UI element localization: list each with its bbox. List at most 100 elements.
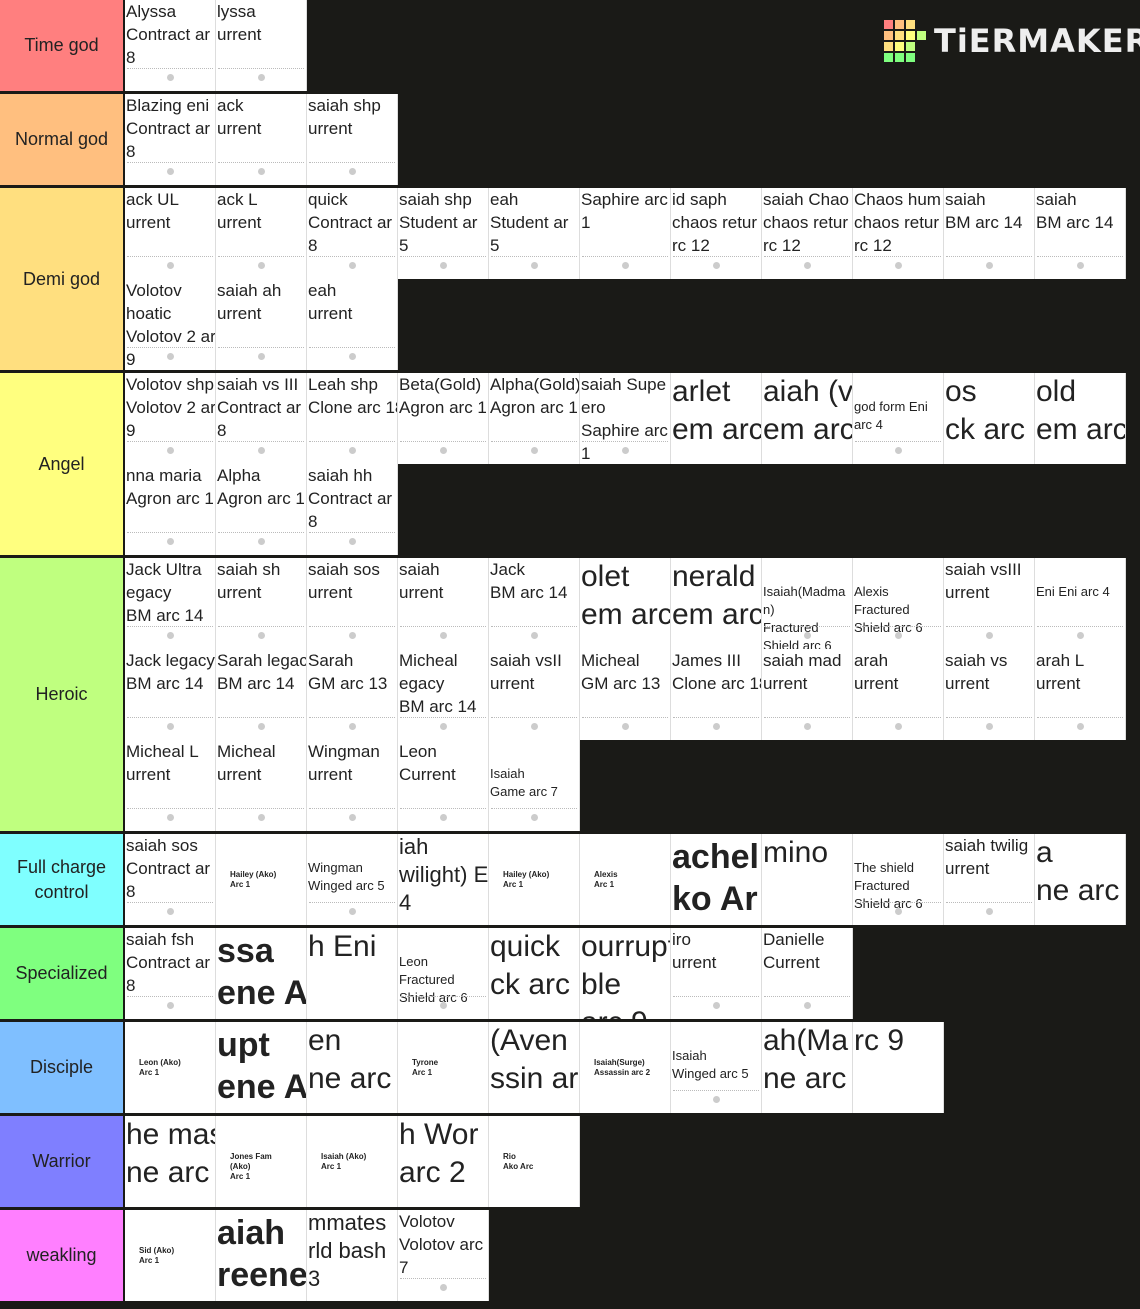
- tier-item: olet em arc 1: [580, 558, 671, 649]
- item-text: arah: [854, 651, 889, 670]
- item-text: iro: [672, 930, 691, 949]
- item-text: Assassin arc 2: [594, 1068, 651, 1077]
- item-dot: [713, 1096, 720, 1103]
- tier-item: achel ko Ar: [671, 834, 762, 925]
- item-divider: [1037, 256, 1123, 257]
- item-text: Fractured: [854, 602, 910, 617]
- item-dot: [349, 632, 356, 639]
- item-text: Leah shp: [308, 375, 378, 394]
- item-text: em arc 1: [1036, 413, 1126, 446]
- item-text: Rio: [503, 1152, 516, 1161]
- item-divider: [309, 441, 395, 442]
- item-text: em arc 1: [763, 413, 853, 446]
- tier-item: ourrupt ble arc 9: [580, 928, 671, 1019]
- item-dot: [349, 538, 356, 545]
- tier-row: Full charge control saiah sos Contract ar 8…: [0, 834, 1140, 925]
- item-text: ack: [217, 96, 244, 115]
- item-text: urrent: [217, 304, 262, 323]
- item-text: arlet: [672, 375, 731, 408]
- item-text: 1: [581, 213, 591, 232]
- item-dot: [440, 262, 447, 269]
- item-text: Volotov shp: [126, 375, 214, 394]
- item-divider: [400, 1278, 486, 1279]
- item-text: aiah: [217, 1214, 286, 1252]
- item-text: ack UL: [126, 190, 179, 209]
- item-text: urrent: [217, 119, 262, 138]
- item-text: rc 12: [672, 236, 710, 255]
- tier-item: Micheal urrent: [216, 740, 307, 831]
- item-dot: [895, 632, 902, 639]
- item-divider: [491, 441, 577, 442]
- item-dot: [895, 262, 902, 269]
- item-text: saiah twilig: [945, 836, 1029, 855]
- item-text: urrent: [308, 304, 353, 323]
- item-dot: [167, 538, 174, 545]
- tier-items: Jack Ultra egacy BM arc 14 saiah sh urrent sa…: [125, 558, 1137, 831]
- item-dot: [258, 723, 265, 730]
- tier-item: arah urrent: [853, 649, 944, 740]
- item-dot: [258, 74, 265, 81]
- item-text: ble: [581, 968, 622, 1001]
- item-dot: [258, 447, 265, 454]
- item-text: em arc 1: [672, 598, 762, 631]
- item-dot: [1077, 262, 1084, 269]
- item-dot: [258, 538, 265, 545]
- item-text: ck arc: [945, 413, 1026, 446]
- item-text: 8: [126, 48, 136, 67]
- tier-item: rc 9: [853, 1022, 944, 1113]
- tier-item: saiah vsII urrent: [489, 649, 580, 740]
- tier-item: Wingman urrent: [307, 740, 398, 831]
- item-text: Current: [399, 765, 456, 784]
- item-text: Jack legacy: [126, 651, 215, 670]
- item-divider: [764, 717, 850, 718]
- item-text: iah: [399, 834, 429, 859]
- item-text: Leon: [399, 742, 437, 761]
- item-text: BM arc 14: [945, 213, 1023, 232]
- tier-items: ack UL urrent ack L urrent quick Contract ar 8…: [125, 188, 1137, 370]
- item-text: urrent: [308, 765, 353, 784]
- item-dot: [349, 908, 356, 915]
- tier-item: a ne arc: [1035, 834, 1126, 925]
- tier-item: h Eni: [307, 928, 398, 1019]
- item-dot: [258, 353, 265, 360]
- item-text: Isaiah (Ako): [321, 1152, 367, 1161]
- tier-row: Heroic Jack Ultra egacy BM arc 14 saiah sh ur…: [0, 558, 1140, 831]
- item-text: Jack Ultra: [126, 560, 202, 579]
- item-text: Alyssa: [126, 2, 177, 21]
- tier-item: aiah (vs) em arc 1: [762, 373, 853, 464]
- item-text: urrent: [308, 583, 353, 602]
- tier-item: Danielle Current: [762, 928, 853, 1019]
- item-text: Sarah: [308, 651, 354, 670]
- item-divider: [218, 808, 304, 809]
- item-divider: [127, 68, 213, 69]
- item-divider: [400, 717, 486, 718]
- tier-label: Warrior: [0, 1116, 125, 1207]
- item-dot: [440, 1284, 447, 1291]
- item-dot: [1077, 632, 1084, 639]
- tier-item: he mas ne arc: [125, 1116, 216, 1207]
- tier-label: Full charge control: [0, 834, 125, 925]
- item-dot: [349, 814, 356, 821]
- tier-item: Alexis Fractured Shield arc 6: [853, 558, 944, 649]
- tier-item: saiah shp urrent: [307, 94, 398, 185]
- tier-items: Sid (Ako) Arc 1 aiah reene mmates rld bash 3 Vo…: [125, 1210, 1137, 1301]
- item-text: ne arc: [308, 1062, 392, 1095]
- item-text: h Wor: [399, 1118, 479, 1151]
- tier-item: ack urrent: [216, 94, 307, 185]
- tier-item: arah L urrent: [1035, 649, 1126, 740]
- item-divider: [582, 717, 668, 718]
- item-dot: [986, 632, 993, 639]
- tier-item: iro urrent: [671, 928, 762, 1019]
- item-divider: [218, 626, 304, 627]
- item-text: Contract ar: [308, 489, 393, 508]
- item-divider: [218, 717, 304, 718]
- item-text: urrent: [399, 583, 444, 602]
- item-text: 9: [126, 421, 136, 440]
- item-text: mmates: [308, 1210, 387, 1235]
- item-text: em arc 1: [672, 413, 762, 446]
- item-text: n): [763, 602, 775, 617]
- item-divider: [673, 1090, 759, 1091]
- item-divider: [400, 808, 486, 809]
- item-dot: [713, 262, 720, 269]
- item-text: urrent: [945, 674, 990, 693]
